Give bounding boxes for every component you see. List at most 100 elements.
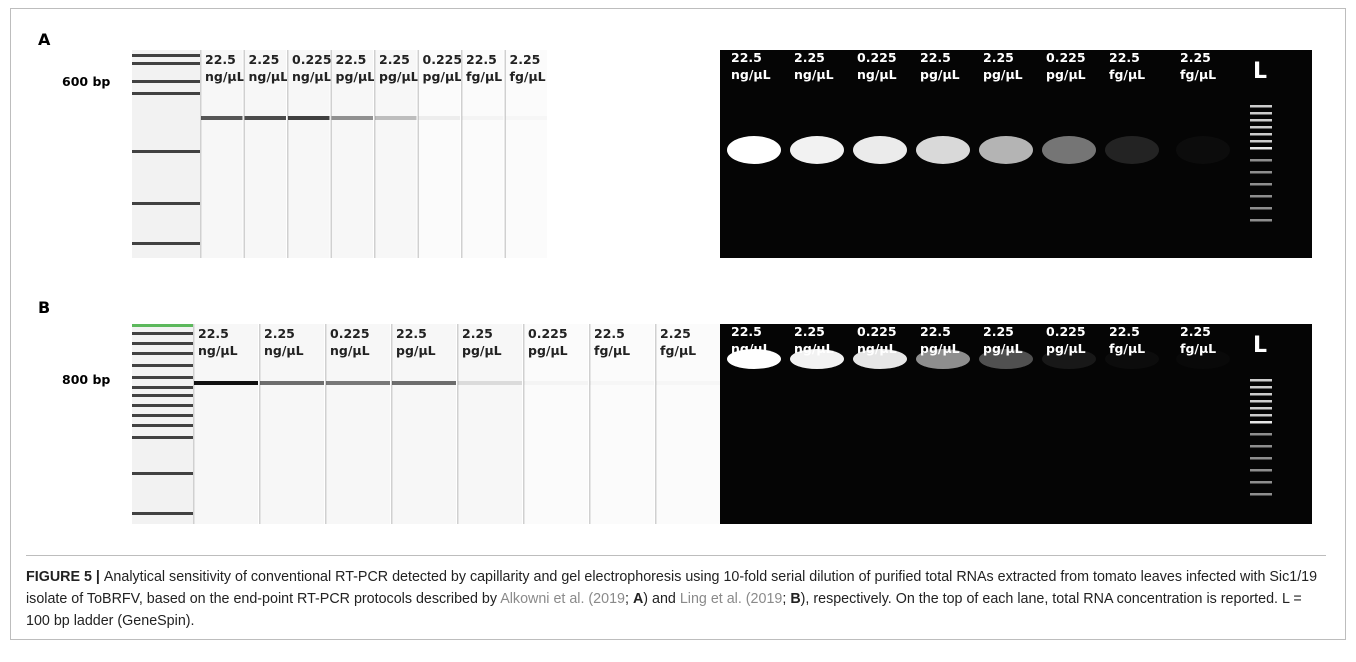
lane-separator — [325, 324, 327, 524]
lane-unit: pg/µL — [983, 67, 1023, 82]
lane-unit: pg/µL — [983, 341, 1023, 356]
lane-unit: ng/µL — [857, 341, 897, 356]
ladder-band — [132, 54, 200, 57]
lane-unit: fg/µL — [660, 343, 696, 358]
panel-label: A — [38, 30, 51, 49]
gel-ladder-band — [1250, 105, 1272, 108]
capillary-band — [656, 381, 720, 385]
gel-ladder-band — [1250, 421, 1272, 424]
ladder-band — [132, 436, 200, 439]
gel-ladder-band — [1250, 379, 1272, 382]
gel-band — [790, 136, 844, 164]
gel-ladder-band — [1250, 469, 1272, 472]
lane-separator — [200, 50, 202, 258]
lane-unit: pg/µL — [920, 341, 960, 356]
lane-value: 2.25 — [794, 50, 825, 65]
caption-bold: B — [790, 591, 800, 607]
lane-unit: ng/µL — [857, 67, 897, 82]
ladder-label: L — [1253, 59, 1267, 84]
capillary-band — [392, 381, 456, 385]
lane-value: 0.225 — [857, 50, 897, 65]
gel-band — [979, 136, 1033, 164]
ladder-band — [132, 404, 200, 407]
lane-unit: ng/µL — [330, 343, 370, 358]
lane-value: 2.25 — [462, 326, 493, 341]
lane-value: 22.5 — [920, 50, 951, 65]
ladder-band — [132, 424, 200, 427]
gel-ladder-band — [1250, 433, 1272, 436]
ladder-band — [132, 394, 200, 397]
ladder-band — [132, 202, 200, 205]
lane-value: 0.225 — [528, 326, 568, 341]
lane-separator — [523, 324, 525, 524]
gel-ladder-band — [1250, 183, 1272, 186]
lane-unit: fg/µL — [510, 69, 546, 84]
lane-value: 22.5 — [594, 326, 625, 341]
lane-unit: pg/µL — [396, 343, 436, 358]
caption-plain: ) and — [643, 591, 680, 607]
ladder-top — [132, 324, 200, 327]
lane-unit: ng/µL — [249, 69, 289, 84]
ladder-band — [132, 150, 200, 153]
lane-unit: fg/µL — [1180, 341, 1216, 356]
gel-ladder-band — [1250, 147, 1272, 150]
gel-ladder-band — [1250, 207, 1272, 210]
ladder-band — [132, 62, 200, 65]
ladder-label: L — [1253, 333, 1267, 358]
lane-value: 22.5 — [731, 50, 762, 65]
lane-value: 2.25 — [1180, 324, 1211, 339]
lane-unit: pg/µL — [1046, 341, 1086, 356]
gel-ladder-band — [1250, 393, 1272, 396]
gel-ladder-band — [1250, 481, 1272, 484]
lane-value: 22.5 — [396, 326, 427, 341]
lane-separator — [331, 50, 333, 258]
capillary-band — [590, 381, 654, 385]
caption-link[interactable]: Alkowni et al. (2019 — [500, 591, 625, 607]
lane-separator — [418, 50, 420, 258]
gel-band — [1105, 136, 1159, 164]
lane-unit: ng/µL — [794, 341, 834, 356]
capillary-band — [260, 381, 324, 385]
gel-ladder-band — [1250, 457, 1272, 460]
gel-ladder-band — [1250, 386, 1272, 389]
lane-unit: fg/µL — [1109, 341, 1145, 356]
caption-plain: ; — [625, 591, 633, 607]
lane-unit: ng/µL — [794, 67, 834, 82]
lane-unit: fg/µL — [594, 343, 630, 358]
lane-unit: ng/µL — [264, 343, 304, 358]
lane-value: 0.225 — [423, 52, 463, 67]
size-marker: 800 bp — [62, 372, 110, 387]
ladder-band — [132, 332, 200, 335]
lane-value: 2.25 — [1180, 50, 1211, 65]
gel-ladder-band — [1250, 171, 1272, 174]
lane-value: 22.5 — [198, 326, 229, 341]
lane-value: 0.225 — [1046, 324, 1086, 339]
lane-unit: pg/µL — [1046, 67, 1086, 82]
ladder-band — [132, 352, 200, 355]
capillary-band — [462, 116, 504, 120]
lane-value: 2.25 — [794, 324, 825, 339]
caption-link[interactable]: Ling et al. (2019 — [680, 591, 783, 607]
gel-ladder-band — [1250, 195, 1272, 198]
lane-value: 0.225 — [1046, 50, 1086, 65]
ladder-band — [132, 472, 200, 475]
ladder-band — [132, 386, 200, 389]
ladder-band — [132, 512, 200, 515]
caption-bold: A — [633, 591, 643, 607]
lane-value: 22.5 — [466, 52, 497, 67]
capillary-band — [524, 381, 588, 385]
capillary-band — [201, 116, 243, 120]
ladder-band — [132, 92, 200, 95]
lane-value: 2.25 — [379, 52, 410, 67]
lane-separator — [391, 324, 393, 524]
capillary-band — [332, 116, 374, 120]
lane-value: 2.25 — [249, 52, 280, 67]
lane-value: 0.225 — [857, 324, 897, 339]
lane-unit: ng/µL — [731, 341, 771, 356]
gel-ladder-band — [1250, 407, 1272, 410]
lane-unit: ng/µL — [292, 69, 332, 84]
lane-separator — [374, 50, 376, 258]
lane-separator — [589, 324, 591, 524]
lane-value: 2.25 — [264, 326, 295, 341]
lane-value: 22.5 — [731, 324, 762, 339]
